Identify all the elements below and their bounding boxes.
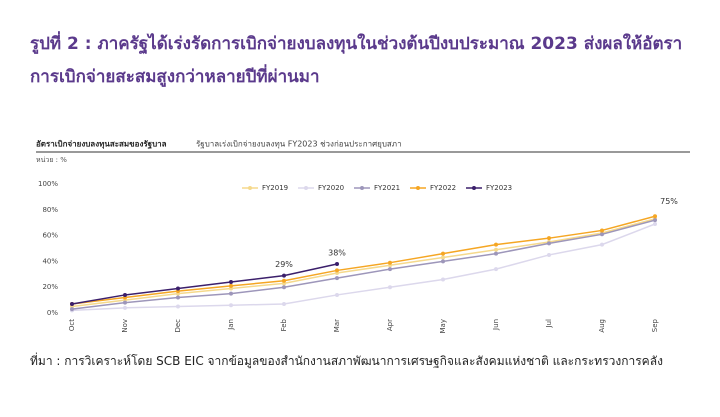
data-point [441, 251, 445, 256]
series-line [71, 263, 338, 305]
x-tick-label: Oct [68, 319, 76, 331]
series-line [71, 215, 656, 305]
x-tick-label: Sep [651, 318, 659, 332]
data-point [441, 277, 445, 282]
data-point [600, 232, 604, 237]
data-point [494, 251, 498, 256]
legend-label: FY2019 [262, 184, 288, 192]
data-point [282, 273, 286, 278]
data-point [547, 236, 551, 241]
x-tick-label: Jun [492, 319, 500, 331]
series-line [71, 219, 656, 310]
chart-title: อัตราเบิกจ่ายงบลงทุนสะสมของรัฐบาล [36, 140, 167, 150]
data-point [123, 305, 127, 310]
data-point [653, 218, 657, 223]
x-tick-label: Jan [227, 319, 235, 331]
legend-marker [304, 186, 308, 190]
data-point [494, 247, 498, 252]
series-line [71, 218, 656, 308]
data-point [441, 259, 445, 264]
page-title: รูปที่ 2 : ภาครัฐได้เร่งรัดการเบิกจ่ายงบ… [30, 34, 683, 87]
data-point [335, 292, 339, 297]
data-point [547, 241, 551, 246]
data-point [653, 214, 657, 219]
y-tick-label: 20% [42, 283, 58, 291]
data-point [653, 221, 657, 226]
data-point [600, 242, 604, 247]
legend-label: FY2020 [318, 184, 344, 192]
x-tick-label: Dec [174, 319, 182, 333]
data-point [229, 291, 233, 296]
data-point [547, 252, 551, 257]
y-tick-label: 40% [42, 257, 58, 265]
data-point [335, 268, 339, 273]
data-label: 75% [660, 197, 678, 206]
unit-label: หน่วย : % [36, 156, 67, 164]
x-tick-label: Apr [386, 319, 394, 331]
data-point [388, 260, 392, 265]
data-point [176, 295, 180, 300]
data-point [335, 276, 339, 281]
data-point [441, 255, 445, 260]
data-point [388, 285, 392, 290]
data-point [282, 301, 286, 306]
y-tick-label: 60% [42, 232, 58, 240]
legend-marker [248, 186, 252, 190]
legend-label: FY2023 [486, 184, 512, 192]
data-point [123, 292, 127, 297]
y-tick-label: 80% [42, 206, 58, 214]
data-point [176, 286, 180, 291]
data-point [494, 267, 498, 272]
data-label: 29% [275, 260, 293, 269]
data-point [70, 301, 74, 306]
y-tick-label: 0% [47, 309, 58, 317]
data-point [335, 261, 339, 266]
source-note: ที่มา : การวิเคราะห์โดย SCB EIC จากข้อมู… [30, 354, 663, 368]
legend-label: FY2022 [430, 184, 456, 192]
series-line [71, 223, 656, 312]
data-label: 38% [328, 248, 346, 257]
data-point [494, 242, 498, 247]
chart-subtitle: รัฐบาลเร่งเบิกจ่ายงบลงทุน FY2023 ช่วงก่อ… [196, 140, 402, 149]
legend-marker [360, 186, 364, 190]
data-point [600, 228, 604, 233]
x-tick-label: Feb [280, 318, 288, 331]
data-point [70, 307, 74, 312]
data-point [229, 280, 233, 285]
x-tick-label: Jul [545, 319, 553, 329]
data-point [229, 303, 233, 308]
data-point [388, 267, 392, 272]
data-point [229, 283, 233, 288]
x-tick-label: Aug [598, 319, 606, 333]
data-point [123, 300, 127, 305]
y-tick-label: 100% [38, 180, 58, 188]
legend-marker [416, 186, 420, 190]
data-point [282, 278, 286, 283]
x-tick-label: May [439, 319, 447, 333]
x-tick-label: Nov [121, 319, 129, 333]
data-point [176, 304, 180, 309]
legend-label: FY2021 [374, 184, 400, 192]
legend-marker [472, 186, 476, 190]
data-point [282, 285, 286, 290]
x-tick-label: Mar [333, 319, 341, 332]
